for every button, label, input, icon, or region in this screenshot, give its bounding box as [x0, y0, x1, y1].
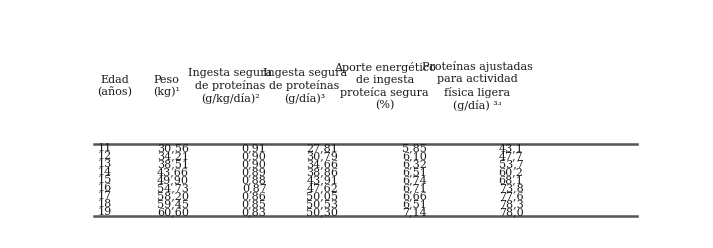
- Text: Peso
(kg)¹: Peso (kg)¹: [153, 75, 180, 97]
- Text: Edad
(años): Edad (años): [98, 75, 133, 97]
- Text: 43,66: 43,66: [157, 167, 189, 177]
- Text: 43,91: 43,91: [307, 175, 339, 185]
- Text: 11: 11: [98, 143, 112, 153]
- Text: 78,0: 78,0: [498, 207, 523, 217]
- Text: 0,89: 0,89: [242, 167, 267, 177]
- Text: 0,85: 0,85: [242, 199, 267, 209]
- Text: 54,73: 54,73: [158, 183, 189, 193]
- Text: 43,1: 43,1: [498, 143, 523, 153]
- Text: 6,10: 6,10: [402, 151, 427, 161]
- Text: 7,14: 7,14: [402, 207, 427, 217]
- Text: 6,51: 6,51: [402, 199, 427, 209]
- Text: 0,87: 0,87: [242, 183, 267, 193]
- Text: 6,66: 6,66: [402, 191, 427, 201]
- Text: 6,51: 6,51: [402, 167, 427, 177]
- Text: 15: 15: [98, 175, 112, 185]
- Text: 0,90: 0,90: [242, 151, 267, 161]
- Text: 17: 17: [98, 191, 111, 201]
- Text: 50,30: 50,30: [307, 207, 339, 217]
- Text: 30,79: 30,79: [307, 151, 339, 161]
- Text: 12: 12: [98, 151, 112, 161]
- Text: 6,71: 6,71: [402, 183, 427, 193]
- Text: 34,21: 34,21: [157, 151, 189, 161]
- Text: 0,91: 0,91: [242, 143, 267, 153]
- Text: Aporte energético
de ingesta
proteíca segura
(%): Aporte energético de ingesta proteíca se…: [334, 62, 436, 110]
- Text: 49,90: 49,90: [157, 175, 189, 185]
- Text: 5,85: 5,85: [402, 143, 427, 153]
- Text: 78,3: 78,3: [498, 199, 523, 209]
- Text: 27,81: 27,81: [307, 143, 339, 153]
- Text: 73,8: 73,8: [498, 183, 523, 193]
- Text: 50,53: 50,53: [307, 199, 339, 209]
- Text: 19: 19: [98, 207, 112, 217]
- Text: Proteínas ajustadas
para actividad
física ligera
(g/día) ³ʴ: Proteínas ajustadas para actividad físic…: [422, 61, 533, 111]
- Text: 16: 16: [98, 183, 112, 193]
- Text: 50,05: 50,05: [307, 191, 339, 201]
- Text: 47,7: 47,7: [499, 151, 523, 161]
- Text: 38,51: 38,51: [157, 159, 189, 169]
- Text: Ingesta segura
de proteínas
(g/día)³: Ingesta segura de proteínas (g/día)³: [262, 68, 347, 104]
- Text: 60,60: 60,60: [157, 207, 189, 217]
- Text: 0,83: 0,83: [242, 207, 267, 217]
- Text: 38,86: 38,86: [307, 167, 339, 177]
- Text: 6,74: 6,74: [402, 175, 427, 185]
- Text: Ingesta segura
de proteínas
(g/kg/día)²: Ingesta segura de proteínas (g/kg/día)²: [188, 68, 272, 104]
- Text: 68,1: 68,1: [498, 175, 523, 185]
- Text: 13: 13: [98, 159, 112, 169]
- Text: 58,20: 58,20: [157, 191, 189, 201]
- Text: 0,86: 0,86: [242, 191, 267, 201]
- Text: 60,2: 60,2: [498, 167, 523, 177]
- Text: 77,6: 77,6: [499, 191, 523, 201]
- Text: 59,45: 59,45: [157, 199, 189, 209]
- Text: 18: 18: [98, 199, 112, 209]
- Text: 34,66: 34,66: [307, 159, 339, 169]
- Text: 30,56: 30,56: [157, 143, 189, 153]
- Text: 6,32: 6,32: [402, 159, 427, 169]
- Text: 0,90: 0,90: [242, 159, 267, 169]
- Text: 53,7: 53,7: [498, 159, 523, 169]
- Text: 47,62: 47,62: [307, 183, 339, 193]
- Text: 0,88: 0,88: [242, 175, 267, 185]
- Text: 14: 14: [98, 167, 112, 177]
